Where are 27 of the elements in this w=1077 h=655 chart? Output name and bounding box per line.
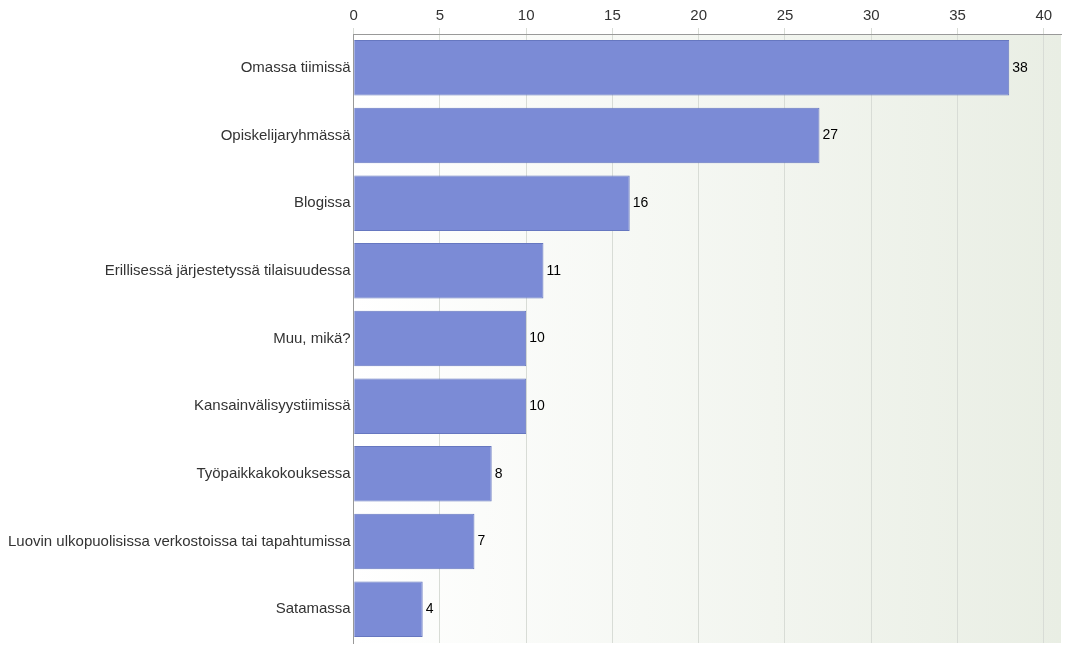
x-tick-label: 40	[1035, 6, 1053, 24]
x-tick-label: 15	[604, 6, 621, 24]
x-tick-label: 10	[517, 6, 535, 24]
y-tick-label: Kansainvälisyystiimissä	[193, 396, 352, 414]
x-tick-label: 30	[862, 6, 880, 24]
y-tick-label: Satamassa	[275, 599, 352, 617]
data-label: 16	[632, 194, 649, 211]
data-label: 11	[546, 261, 562, 278]
data-label: 10	[529, 329, 545, 346]
data-label: 4	[425, 600, 434, 617]
data-label: 38	[1012, 58, 1029, 75]
x-tick-label: 5	[435, 6, 445, 24]
data-label: 7	[477, 532, 486, 549]
y-tick-label: Muu, mikä?	[273, 328, 351, 346]
y-tick-label: Erillisessä järjestetyssä tilaisuudessa	[104, 260, 352, 278]
y-tick-label: Blogissa	[293, 193, 352, 211]
y-tick-label: Luovin ulkopuolisissa verkostoissa tai tapahtumissa	[7, 531, 352, 549]
data-label: 10	[529, 397, 545, 414]
x-tick-label: 25	[776, 6, 794, 24]
x-tick-label: 20	[690, 6, 708, 24]
y-tick-label: Omassa tiimissä	[240, 57, 352, 75]
data-label: 27	[822, 126, 839, 143]
y-tick-label: Työpaikkakokouksessa	[196, 463, 352, 481]
y-tick-label: Opiskelijaryhmässä	[220, 125, 352, 143]
x-tick-label: 0	[349, 6, 358, 24]
x-tick-label: 35	[949, 6, 966, 24]
data-label: 8	[494, 464, 503, 481]
